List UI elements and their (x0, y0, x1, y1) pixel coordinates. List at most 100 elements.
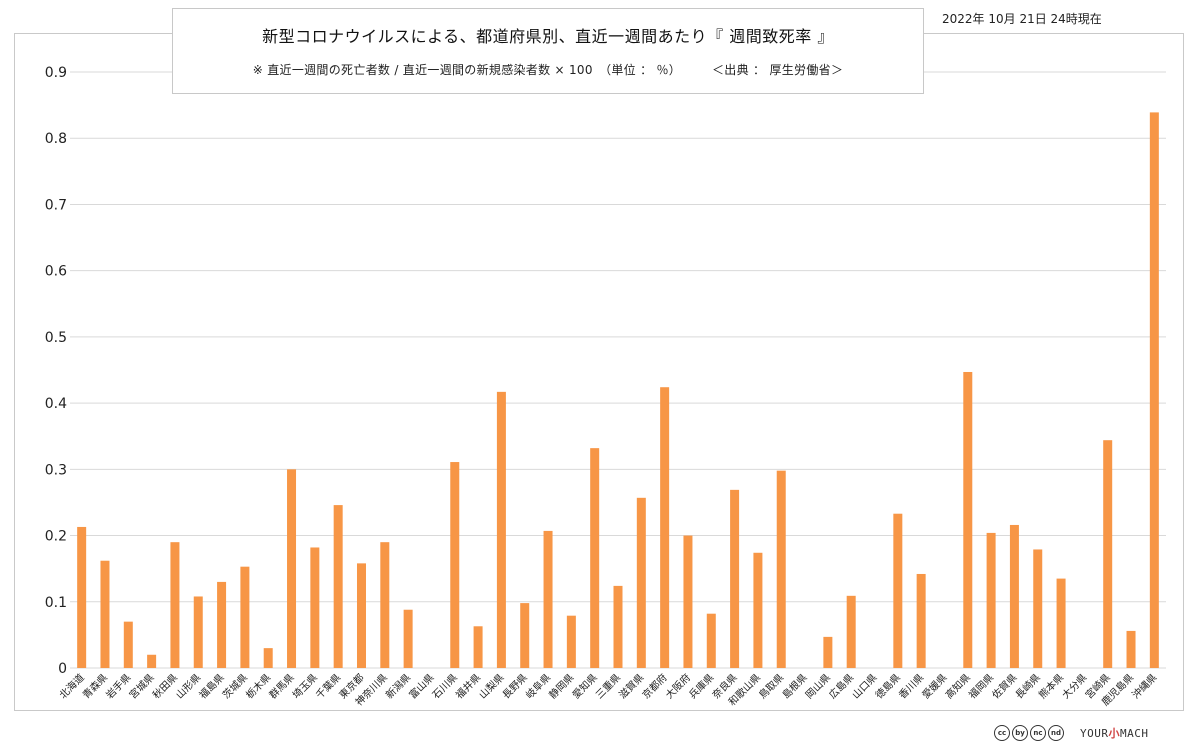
bar-山形県 (193, 596, 203, 668)
x-tick-label: 山梨県 (476, 671, 506, 701)
bar-栃木県 (263, 648, 273, 668)
bar-鹿児島県 (1126, 630, 1136, 668)
x-tick-label: 埼玉県 (290, 671, 320, 701)
x-tick-label: 愛媛県 (919, 671, 949, 701)
bar-香川県 (916, 573, 926, 668)
brand-mid: 小 (1108, 727, 1120, 740)
bar-茨城県 (240, 566, 250, 668)
y-tick-label: 0.4 (45, 396, 67, 412)
bar-徳島県 (893, 513, 903, 668)
bar-広島県 (846, 595, 856, 668)
x-tick-label: 兵庫県 (686, 671, 716, 701)
x-tick-label: 福島県 (196, 671, 226, 701)
x-tick-label: 千葉県 (313, 671, 343, 701)
bar-宮崎県 (1103, 440, 1113, 668)
x-tick-label: 島根県 (779, 671, 809, 701)
bar-福島県 (217, 581, 227, 668)
x-tick-label: 熊本県 (1036, 671, 1066, 701)
y-tick-label: 0.1 (45, 595, 67, 611)
bar-和歌山県 (753, 552, 763, 668)
brand-prefix: YOUR (1080, 727, 1109, 740)
x-tick-label: 大分県 (1059, 671, 1089, 701)
bar-福岡県 (986, 532, 996, 668)
x-tick-label: 香川県 (897, 672, 927, 702)
footer: cc by nc nd YOUR小MACH (994, 722, 1149, 744)
bar-埼玉県 (310, 547, 320, 668)
x-tick-label: 高知県 (943, 671, 973, 701)
x-tick-label: 三重県 (593, 671, 623, 701)
x-tick-label: 福岡県 (966, 671, 996, 701)
nc-icon: nc (1030, 725, 1046, 741)
x-tick-label: 岐阜県 (523, 671, 553, 701)
brand-logo: YOUR小MACH (1080, 725, 1149, 741)
x-tick-label: 静岡県 (546, 671, 576, 701)
x-tick-label: 新潟県 (383, 671, 413, 701)
bar-山梨県 (496, 391, 506, 668)
bar-石川県 (450, 462, 460, 668)
x-tick-label: 長崎県 (1012, 671, 1042, 701)
bar-秋田県 (170, 542, 180, 668)
bar-熊本県 (1056, 578, 1066, 668)
x-tick-label: 富山県 (406, 671, 436, 701)
bar-静岡県 (566, 615, 576, 668)
bar-岩手県 (123, 621, 133, 668)
y-tick-label: 0.7 (45, 197, 67, 213)
y-tick-label: 0.5 (45, 330, 67, 346)
chart-title-box: 新型コロナウイルスによる、都道府県別、直近一週間あたり『 週間致死率 』 ※ 直… (172, 8, 924, 94)
x-tick-label: 福井県 (453, 671, 483, 701)
nd-icon: nd (1048, 725, 1064, 741)
x-tick-label: 石川県 (430, 672, 460, 702)
bar-大阪府 (683, 535, 693, 668)
bar-奈良県 (730, 489, 740, 668)
brand-suffix: MACH (1120, 727, 1149, 740)
by-icon: by (1012, 725, 1028, 741)
x-tick-label: 山形県 (174, 672, 204, 702)
y-tick-label: 0.6 (45, 264, 67, 280)
bar-新潟県 (403, 609, 413, 668)
x-tick-label: 沖縄県 (1129, 671, 1159, 701)
bar-宮城県 (147, 654, 157, 668)
chart-title: 新型コロナウイルスによる、都道府県別、直近一週間あたり『 週間致死率 』 (262, 27, 834, 46)
chart-subtitle: ※ 直近一週間の死亡者数 / 直近一週間の新規感染者数 × 100 （単位 ： … (252, 63, 844, 77)
x-tick-label: 京都府 (639, 671, 669, 701)
x-tick-label: 愛知県 (569, 671, 599, 701)
bar-佐賀県 (1009, 524, 1019, 668)
gridlines (70, 71, 1166, 669)
x-tick-label: 茨城県 (220, 671, 250, 701)
x-tick-label: 秋田県 (150, 671, 180, 701)
bar-群馬県 (287, 469, 297, 668)
cc-license-badge: cc by nc nd (994, 725, 1064, 741)
x-tick-label: 岡山県 (803, 672, 833, 702)
x-tick-label: 徳島県 (873, 671, 903, 701)
x-tick-label: 宮城県 (126, 671, 156, 701)
bar-千葉県 (333, 505, 343, 668)
bar-長野県 (520, 603, 530, 668)
x-tick-label: 鳥取県 (756, 671, 786, 701)
x-tick-label: 栃木県 (243, 671, 273, 701)
x-tick-label: 山口県 (850, 672, 880, 702)
bar-岐阜県 (543, 530, 553, 668)
bar-福井県 (473, 626, 483, 668)
bars (77, 112, 1159, 668)
bar-高知県 (963, 371, 973, 668)
y-tick-label: 0.8 (45, 131, 67, 147)
x-tick-label: 青森県 (80, 671, 110, 701)
y-tick-label: 0.2 (45, 529, 67, 545)
y-tick-label: 0 (58, 661, 67, 677)
bar-青森県 (100, 560, 110, 668)
y-tick-label: 0.9 (45, 65, 67, 81)
x-tick-label: 大阪府 (663, 671, 693, 701)
y-axis-ticks: 0 0.1 0.2 0.3 0.4 0.5 0.6 0.7 0.8 0.9 (45, 65, 67, 677)
x-tick-label: 広島県 (826, 671, 856, 701)
bar-長崎県 (1033, 549, 1043, 668)
bar-鳥取県 (776, 470, 786, 668)
bar-三重県 (613, 585, 623, 668)
bar-愛知県 (590, 448, 600, 668)
y-tick-label: 0.3 (45, 462, 67, 478)
bar-北海道 (77, 526, 87, 668)
bar-岡山県 (823, 636, 833, 668)
bar-兵庫県 (706, 613, 716, 668)
x-tick-label: 長野県 (500, 672, 530, 702)
x-tick-label: 滋賀県 (616, 671, 646, 701)
